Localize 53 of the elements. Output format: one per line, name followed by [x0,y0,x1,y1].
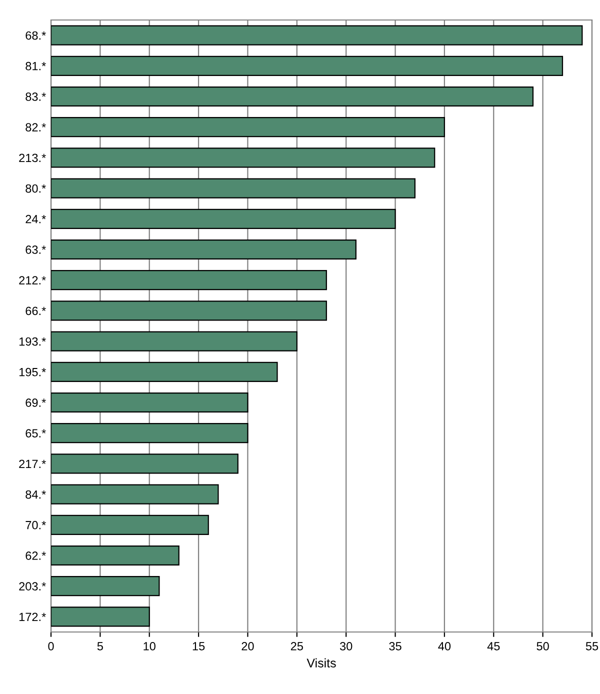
y-tick-label: 193.* [19,337,46,346]
bar [51,56,564,76]
y-tick-label: 62.* [26,552,46,560]
y-tick-label: 212.* [19,276,46,284]
y-tick-label: 203.* [19,582,46,590]
y-tick-label: 195.* [19,368,46,376]
bar [51,606,150,627]
bar [51,117,446,138]
x-axis-title: Visits [306,658,336,668]
y-tick-label: 68.* [26,31,46,40]
x-tick-label: 10 [144,642,156,650]
y-tick-label: 80.* [26,184,46,193]
bar [51,362,278,382]
y-tick-label: 81.* [26,62,46,70]
bar [51,545,180,566]
bar [51,484,219,504]
y-tick-label: 83.* [26,92,46,101]
x-tick-label: 0 [48,642,54,650]
y-tick-label: 66.* [26,306,46,316]
bar [51,331,298,352]
x-tick-label: 5 [97,642,103,650]
bar [51,300,327,321]
y-tick-label: 24.* [26,214,46,224]
bar [51,25,583,46]
bar [51,514,209,535]
bar [51,239,356,260]
x-tick-label: 40 [438,642,451,650]
x-tick-label: 20 [242,642,254,650]
x-tick-label: 50 [536,642,549,650]
bar [51,423,248,444]
x-tick-label: 30 [340,642,352,650]
x-tick-label: 15 [192,642,205,650]
x-tick-label: 45 [487,642,500,650]
bar [51,148,436,168]
y-tick-label: 65.* [26,429,46,438]
y-tick-label: 82.* [26,123,46,132]
y-tick-label: 63.* [26,246,46,254]
x-tick-label: 35 [389,642,402,650]
bar [51,178,416,198]
x-tick-label: 55 [586,642,598,650]
x-tick-label: 25 [290,642,303,650]
y-tick-label: 84.* [26,490,46,499]
y-tick-label: 70.* [26,520,46,530]
y-tick-label: 69.* [26,398,46,407]
y-tick-label: 213.* [19,154,46,162]
bar [51,208,396,229]
bar [51,576,160,596]
bar [51,392,248,413]
bar [51,270,327,290]
bar [51,454,238,474]
y-tick-label: 172.* [19,612,46,621]
bar [51,86,534,107]
y-tick-label: 217.* [19,460,46,468]
